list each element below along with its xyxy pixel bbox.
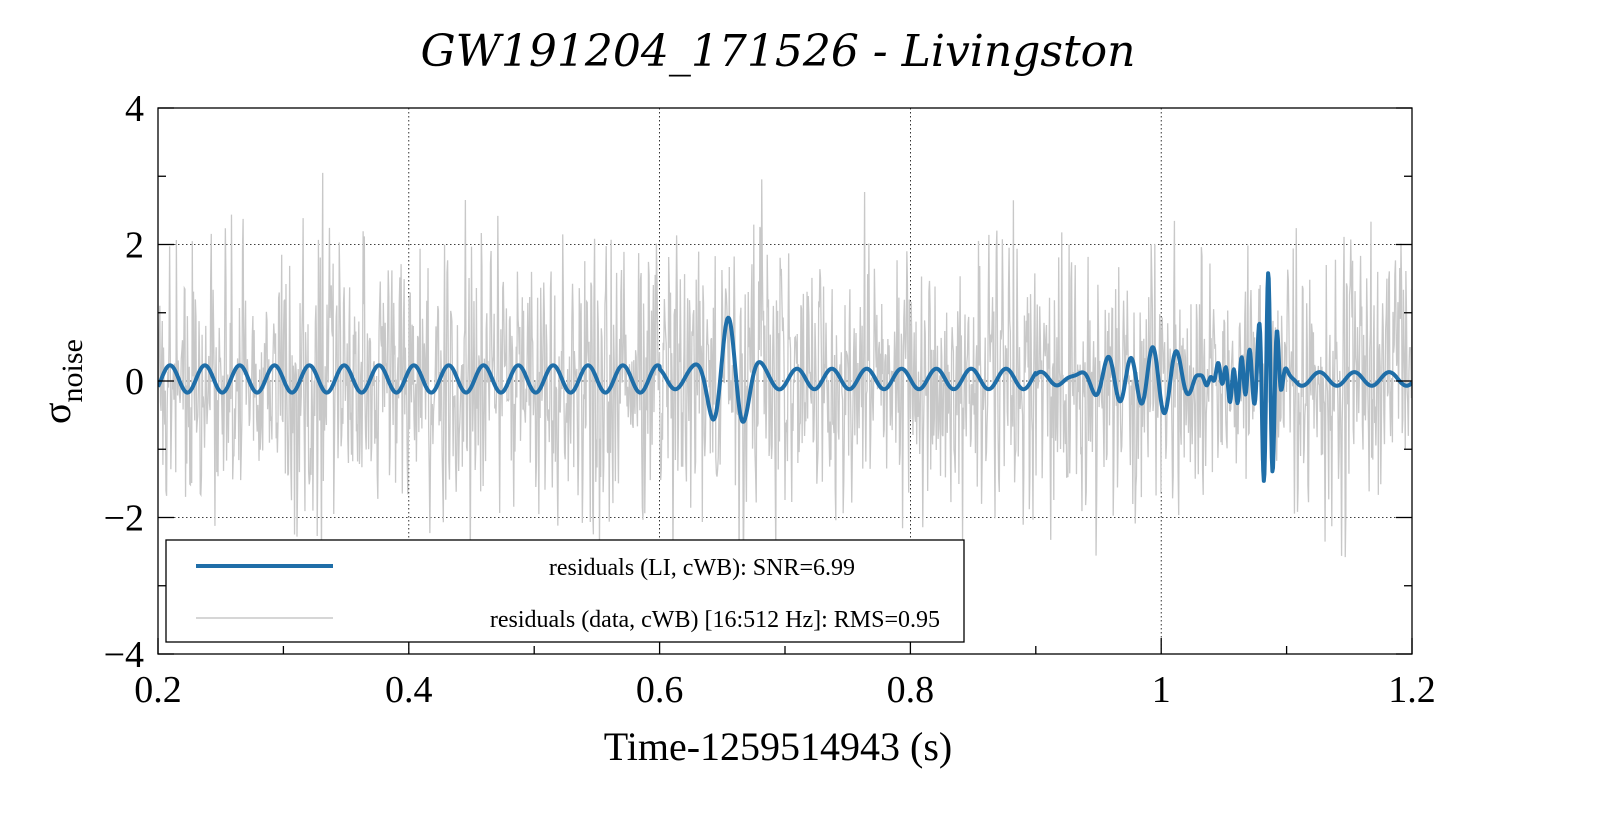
- y-tick-label: 2: [125, 225, 144, 267]
- x-tick-label: 0.6: [636, 669, 684, 711]
- x-axis-label: Time-1259514943 (s): [604, 724, 953, 769]
- legend-label-li: residuals (LI, cWB): SNR=6.99: [549, 555, 855, 581]
- axis-ticks: 0.2 0.4 0.6 0.8 1 1.2 −4 −2 0 2 4: [104, 88, 1436, 711]
- x-tick-label: 1: [1152, 669, 1171, 711]
- svg-text:σnoise: σnoise: [34, 339, 89, 424]
- y-tick-label: 0: [125, 361, 144, 403]
- x-tick-label: 0.2: [134, 669, 182, 711]
- y-axis-label: σnoise: [34, 339, 89, 424]
- legend: residuals (LI, cWB): SNR=6.99 residuals …: [165, 539, 965, 643]
- x-tick-label: 1.2: [1388, 669, 1436, 711]
- chart-title: GW191204_171526 - Livingston: [421, 26, 1136, 77]
- li-residuals-line: [158, 271, 1412, 483]
- legend-box: [165, 539, 965, 643]
- y-axis-label-sub: noise: [56, 339, 89, 402]
- y-tick-label: 4: [125, 88, 144, 130]
- y-axis-label-main: σ: [34, 402, 79, 424]
- legend-label-data: residuals (data, cWB) [16:512 Hz]: RMS=0…: [490, 607, 940, 633]
- data-residuals-line: [158, 172, 1412, 574]
- y-tick-label: −2: [104, 498, 144, 540]
- x-tick-label: 0.8: [887, 669, 935, 711]
- x-tick-label: 0.4: [385, 669, 433, 711]
- y-tick-label: −4: [104, 634, 144, 676]
